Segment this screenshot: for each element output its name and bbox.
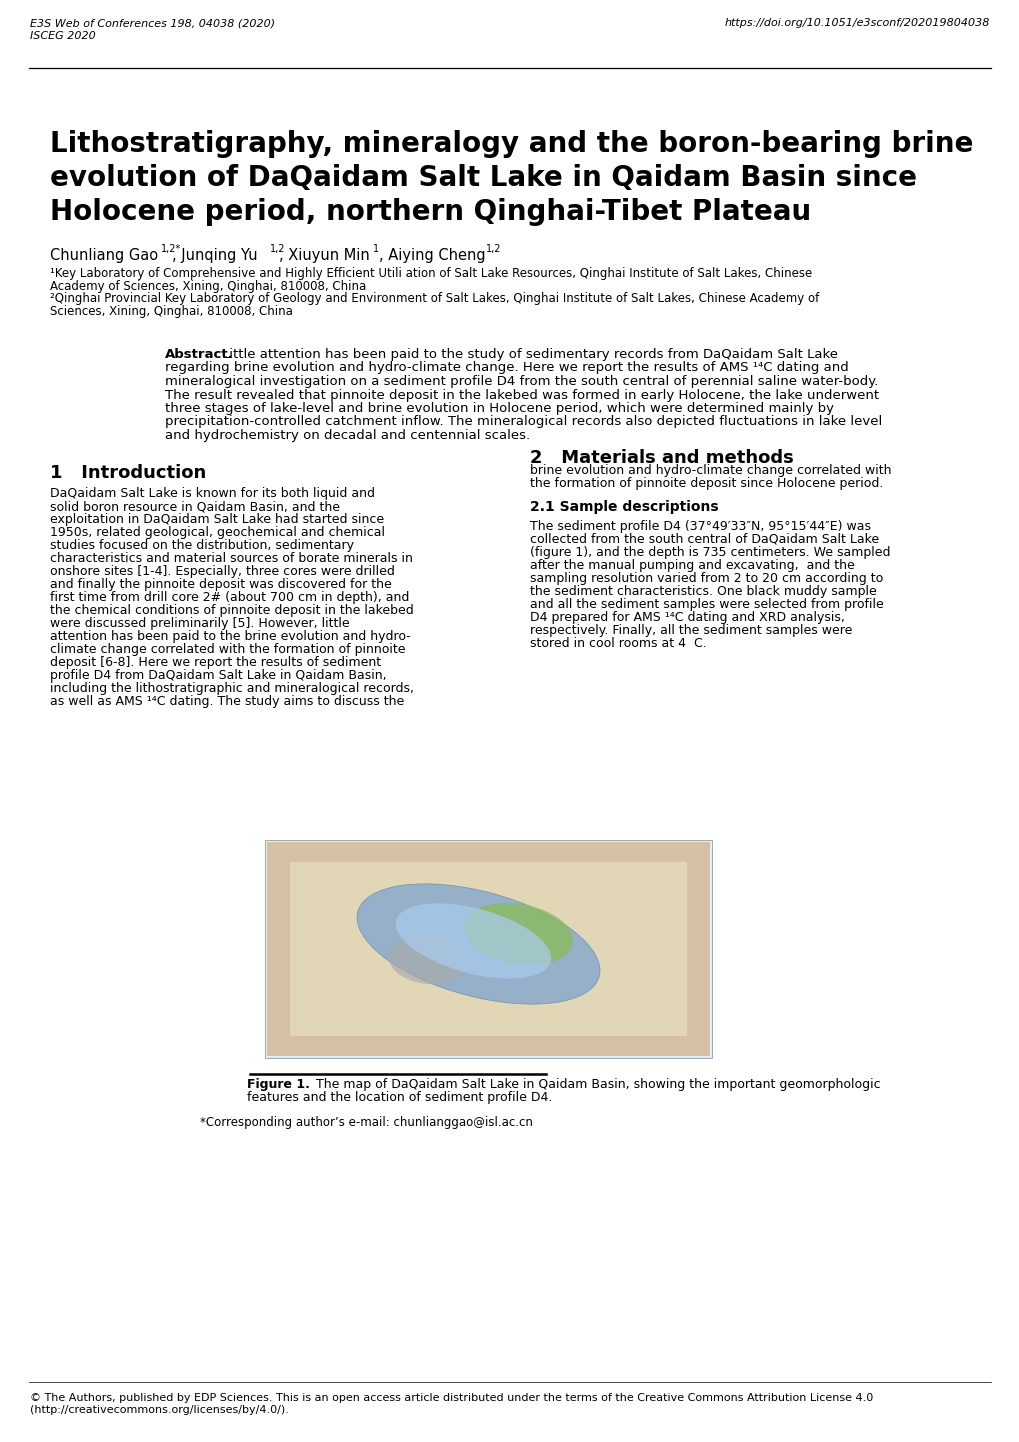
- Text: exploitation in DaQaidam Salt Lake had started since: exploitation in DaQaidam Salt Lake had s…: [50, 513, 384, 526]
- Text: profile D4 from DaQaidam Salt Lake in Qaidam Basin,: profile D4 from DaQaidam Salt Lake in Qa…: [50, 669, 386, 682]
- Text: climate change correlated with the formation of pinnoite: climate change correlated with the forma…: [50, 643, 406, 656]
- Text: 1950s, related geological, geochemical and chemical: 1950s, related geological, geochemical a…: [50, 526, 384, 539]
- Text: E3S Web of Conferences 198, 04038 (2020): E3S Web of Conferences 198, 04038 (2020): [30, 17, 275, 27]
- Ellipse shape: [357, 884, 599, 1004]
- Text: onshore sites [1-4]. Especially, three cores were drilled: onshore sites [1-4]. Especially, three c…: [50, 565, 394, 578]
- Text: Little attention has been paid to the study of sedimentary records from DaQaidam: Little attention has been paid to the st…: [222, 348, 838, 360]
- Text: solid boron resource in Qaidam Basin, and the: solid boron resource in Qaidam Basin, an…: [50, 500, 339, 513]
- Text: The map of DaQaidam Salt Lake in Qaidam Basin, showing the important geomorpholo: The map of DaQaidam Salt Lake in Qaidam …: [312, 1079, 879, 1092]
- Polygon shape: [289, 862, 687, 1035]
- Bar: [265, 841, 711, 1058]
- Ellipse shape: [388, 934, 468, 983]
- Polygon shape: [267, 842, 709, 1056]
- Text: the sediment characteristics. One black muddy sample: the sediment characteristics. One black …: [530, 585, 876, 598]
- Text: stored in cool rooms at 4  C.: stored in cool rooms at 4 C.: [530, 637, 706, 650]
- Text: D4 prepared for AMS ¹⁴C dating and XRD analysis,: D4 prepared for AMS ¹⁴C dating and XRD a…: [530, 611, 844, 624]
- Text: © The Authors, published by EDP Sciences. This is an open access article distrib: © The Authors, published by EDP Sciences…: [30, 1393, 872, 1403]
- Text: first time from drill core 2# (about 700 cm in depth), and: first time from drill core 2# (about 700…: [50, 591, 409, 604]
- Text: Sciences, Xining, Qinghai, 810008, China: Sciences, Xining, Qinghai, 810008, China: [50, 306, 292, 319]
- Text: Academy of Sciences, Xining, Qinghai, 810008, China: Academy of Sciences, Xining, Qinghai, 81…: [50, 280, 366, 293]
- Text: ¹Key Laboratory of Comprehensive and Highly Efficient Utili ation of Salt Lake R: ¹Key Laboratory of Comprehensive and Hig…: [50, 267, 811, 280]
- Text: and all the sediment samples were selected from profile: and all the sediment samples were select…: [530, 598, 882, 611]
- Text: the formation of pinnoite deposit since Holocene period.: the formation of pinnoite deposit since …: [530, 477, 882, 490]
- Text: The sediment profile D4 (37°49′33″N, 95°15′44″E) was: The sediment profile D4 (37°49′33″N, 95°…: [530, 521, 870, 534]
- Text: deposit [6-8]. Here we report the results of sediment: deposit [6-8]. Here we report the result…: [50, 656, 381, 669]
- Text: The result revealed that pinnoite deposit in the lakebed was formed in early Hol: The result revealed that pinnoite deposi…: [165, 388, 878, 401]
- Text: 1,2: 1,2: [485, 244, 501, 254]
- Text: and hydrochemistry on decadal and centennial scales.: and hydrochemistry on decadal and centen…: [165, 430, 530, 443]
- Text: and finally the pinnoite deposit was discovered for the: and finally the pinnoite deposit was dis…: [50, 578, 391, 591]
- Text: the chemical conditions of pinnoite deposit in the lakebed: the chemical conditions of pinnoite depo…: [50, 604, 414, 617]
- Text: https://doi.org/10.1051/e3sconf/202019804038: https://doi.org/10.1051/e3sconf/20201980…: [723, 17, 989, 27]
- Text: characteristics and material sources of borate minerals in: characteristics and material sources of …: [50, 552, 413, 565]
- Ellipse shape: [464, 903, 573, 965]
- Text: sampling resolution varied from 2 to 20 cm according to: sampling resolution varied from 2 to 20 …: [530, 572, 882, 585]
- Ellipse shape: [395, 903, 550, 979]
- Text: ISCEG 2020: ISCEG 2020: [30, 30, 96, 40]
- Text: 2.1 Sample descriptions: 2.1 Sample descriptions: [530, 500, 718, 513]
- Text: Holocene period, northern Qinghai-Tibet Plateau: Holocene period, northern Qinghai-Tibet …: [50, 198, 810, 226]
- Text: evolution of DaQaidam Salt Lake in Qaidam Basin since: evolution of DaQaidam Salt Lake in Qaida…: [50, 164, 916, 192]
- Text: Abstract.: Abstract.: [165, 348, 233, 360]
- Text: regarding brine evolution and hydro-climate change. Here we report the results o: regarding brine evolution and hydro-clim…: [165, 362, 848, 375]
- Text: *Corresponding author’s e-mail: chunlianggao@isl.ac.cn: *Corresponding author’s e-mail: chunlian…: [200, 1116, 532, 1129]
- Text: three stages of lake-level and brine evolution in Holocene period, which were de: three stages of lake-level and brine evo…: [165, 402, 834, 415]
- Text: 1: 1: [373, 244, 379, 254]
- Text: as well as AMS ¹⁴C dating. The study aims to discuss the: as well as AMS ¹⁴C dating. The study aim…: [50, 695, 404, 708]
- Text: 1   Introduction: 1 Introduction: [50, 464, 206, 482]
- Text: Lithostratigraphy, mineralogy and the boron-bearing brine: Lithostratigraphy, mineralogy and the bo…: [50, 130, 972, 159]
- Text: respectively. Finally, all the sediment samples were: respectively. Finally, all the sediment …: [530, 624, 852, 637]
- Text: including the lithostratigraphic and mineralogical records,: including the lithostratigraphic and min…: [50, 682, 414, 695]
- Text: Chunliang Gao: Chunliang Gao: [50, 248, 158, 262]
- Text: ²Qinghai Provincial Key Laboratory of Geology and Environment of Salt Lakes, Qin: ²Qinghai Provincial Key Laboratory of Ge…: [50, 291, 818, 306]
- Text: 2   Materials and methods: 2 Materials and methods: [530, 448, 793, 467]
- Text: were discussed preliminarily [5]. However, little: were discussed preliminarily [5]. Howeve…: [50, 617, 350, 630]
- Text: DaQaidam Salt Lake is known for its both liquid and: DaQaidam Salt Lake is known for its both…: [50, 487, 375, 500]
- Text: 1,2*: 1,2*: [161, 244, 181, 254]
- Text: studies focused on the distribution, sedimentary: studies focused on the distribution, sed…: [50, 539, 354, 552]
- Text: , Junqing Yu: , Junqing Yu: [172, 248, 258, 262]
- Text: (figure 1), and the depth is 735 centimeters. We sampled: (figure 1), and the depth is 735 centime…: [530, 547, 890, 559]
- Text: 1,2: 1,2: [270, 244, 285, 254]
- Text: (http://creativecommons.org/licenses/by/4.0/).: (http://creativecommons.org/licenses/by/…: [30, 1405, 288, 1415]
- Text: collected from the south central of DaQaidam Salt Lake: collected from the south central of DaQa…: [530, 534, 878, 547]
- Text: precipitation-controlled catchment inflow. The mineralogical records also depict: precipitation-controlled catchment inflo…: [165, 415, 881, 428]
- Text: brine evolution and hydro-climate change correlated with: brine evolution and hydro-climate change…: [530, 464, 891, 477]
- Text: Figure 1.: Figure 1.: [247, 1079, 310, 1092]
- Text: mineralogical investigation on a sediment profile D4 from the south central of p: mineralogical investigation on a sedimen…: [165, 375, 877, 388]
- Text: , Xiuyun Min: , Xiuyun Min: [279, 248, 370, 262]
- Text: after the manual pumping and excavating,  and the: after the manual pumping and excavating,…: [530, 559, 854, 572]
- Text: features and the location of sediment profile D4.: features and the location of sediment pr…: [247, 1092, 552, 1105]
- Text: attention has been paid to the brine evolution and hydro-: attention has been paid to the brine evo…: [50, 630, 411, 643]
- Text: , Aiying Cheng: , Aiying Cheng: [379, 248, 485, 262]
